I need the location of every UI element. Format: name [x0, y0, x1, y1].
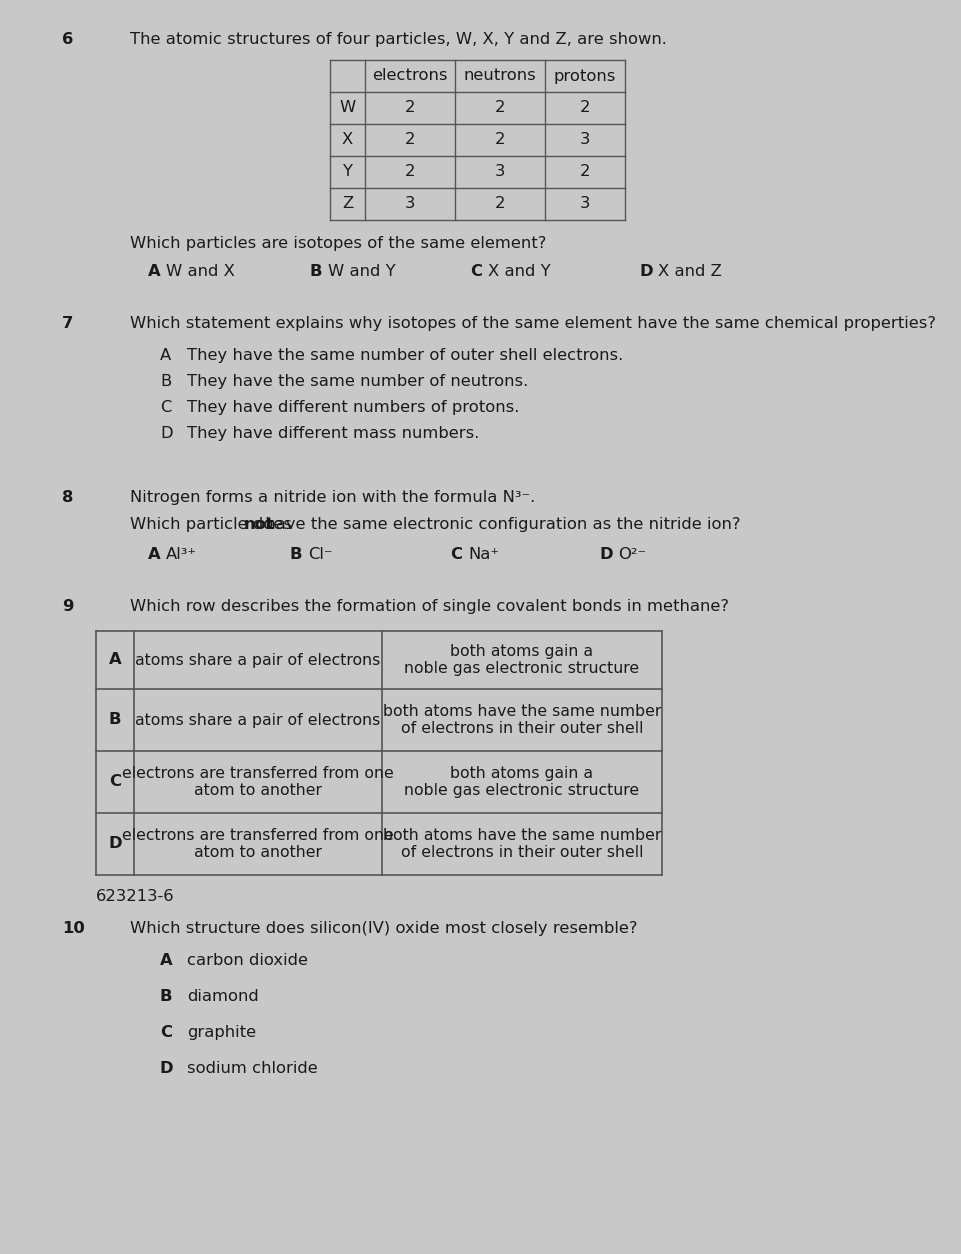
Text: both atoms have the same number
of electrons in their outer shell: both atoms have the same number of elect… [382, 828, 660, 860]
Text: A: A [148, 265, 160, 278]
Text: C: C [470, 265, 481, 278]
Text: atoms share a pair of electrons: atoms share a pair of electrons [136, 652, 381, 667]
Text: A: A [160, 349, 171, 362]
Text: B: B [309, 265, 322, 278]
Text: B: B [160, 989, 172, 1004]
Text: neutrons: neutrons [463, 69, 536, 84]
Text: C: C [109, 775, 121, 790]
Text: 3: 3 [579, 133, 590, 148]
Text: both atoms gain a
noble gas electronic structure: both atoms gain a noble gas electronic s… [404, 766, 639, 799]
Text: 3: 3 [494, 164, 505, 179]
Text: both atoms gain a
noble gas electronic structure: both atoms gain a noble gas electronic s… [404, 643, 639, 676]
Text: Y: Y [342, 164, 352, 179]
Text: C: C [160, 1025, 172, 1040]
Text: protons: protons [554, 69, 616, 84]
Text: 10: 10 [62, 920, 85, 935]
Text: 3: 3 [579, 197, 590, 212]
Text: electrons: electrons [372, 69, 447, 84]
Text: diamond: diamond [186, 989, 259, 1004]
Text: sodium chloride: sodium chloride [186, 1061, 317, 1076]
Text: They have the same number of neutrons.: They have the same number of neutrons. [186, 374, 528, 389]
Text: 9: 9 [62, 599, 73, 614]
Text: O²⁻: O²⁻ [617, 547, 646, 562]
Text: carbon dioxide: carbon dioxide [186, 953, 308, 968]
Text: C: C [160, 400, 171, 415]
Text: 6: 6 [62, 33, 73, 46]
Text: B: B [160, 374, 171, 389]
Text: A: A [109, 652, 121, 667]
Text: Z: Z [341, 197, 353, 212]
Text: 3: 3 [405, 197, 415, 212]
Text: A: A [148, 547, 160, 562]
Text: B: B [109, 712, 121, 727]
Text: have the same electronic configuration as the nitride ion?: have the same electronic configuration a… [260, 517, 740, 532]
Text: D: D [108, 836, 122, 851]
Text: Which row describes the formation of single covalent bonds in methane?: Which row describes the formation of sin… [130, 599, 728, 614]
Text: 2: 2 [405, 133, 415, 148]
Text: They have the same number of outer shell electrons.: They have the same number of outer shell… [186, 349, 623, 362]
Text: Cl⁻: Cl⁻ [308, 547, 333, 562]
Text: 2: 2 [405, 100, 415, 115]
Text: D: D [639, 265, 653, 278]
Text: They have different mass numbers.: They have different mass numbers. [186, 426, 479, 441]
Text: The atomic structures of four particles, W, X, Y and Z, are shown.: The atomic structures of four particles,… [130, 33, 666, 46]
Text: 2: 2 [494, 100, 505, 115]
Text: They have different numbers of protons.: They have different numbers of protons. [186, 400, 519, 415]
Text: W: W [339, 100, 356, 115]
Text: X and Z: X and Z [657, 265, 721, 278]
Text: electrons are transferred from one
atom to another: electrons are transferred from one atom … [122, 828, 393, 860]
Text: W and Y: W and Y [328, 265, 395, 278]
Text: W and X: W and X [166, 265, 234, 278]
Text: C: C [450, 547, 461, 562]
Text: 2: 2 [494, 133, 505, 148]
Text: 2: 2 [494, 197, 505, 212]
Text: Which particle does: Which particle does [130, 517, 297, 532]
Text: Al³⁺: Al³⁺ [166, 547, 197, 562]
Text: 7: 7 [62, 316, 73, 331]
Text: X: X [341, 133, 353, 148]
Text: 8: 8 [62, 490, 73, 505]
Text: atoms share a pair of electrons: atoms share a pair of electrons [136, 712, 381, 727]
Text: A: A [160, 953, 172, 968]
Text: Which particles are isotopes of the same element?: Which particles are isotopes of the same… [130, 236, 546, 251]
Text: D: D [600, 547, 613, 562]
Text: electrons are transferred from one
atom to another: electrons are transferred from one atom … [122, 766, 393, 799]
Text: graphite: graphite [186, 1025, 256, 1040]
Text: D: D [160, 1061, 173, 1076]
Text: 2: 2 [579, 164, 590, 179]
Text: 2: 2 [579, 100, 590, 115]
Text: both atoms have the same number
of electrons in their outer shell: both atoms have the same number of elect… [382, 703, 660, 736]
Text: Na⁺: Na⁺ [467, 547, 499, 562]
Text: D: D [160, 426, 172, 441]
Text: Which structure does silicon(IV) oxide most closely resemble?: Which structure does silicon(IV) oxide m… [130, 920, 637, 935]
Text: Which statement explains why isotopes of the same element have the same chemical: Which statement explains why isotopes of… [130, 316, 935, 331]
Text: not: not [243, 517, 274, 532]
Text: X and Y: X and Y [487, 265, 550, 278]
Text: 623213-6: 623213-6 [96, 889, 175, 904]
Text: B: B [289, 547, 302, 562]
Text: Nitrogen forms a nitride ion with the formula N³⁻.: Nitrogen forms a nitride ion with the fo… [130, 490, 534, 505]
Text: 2: 2 [405, 164, 415, 179]
